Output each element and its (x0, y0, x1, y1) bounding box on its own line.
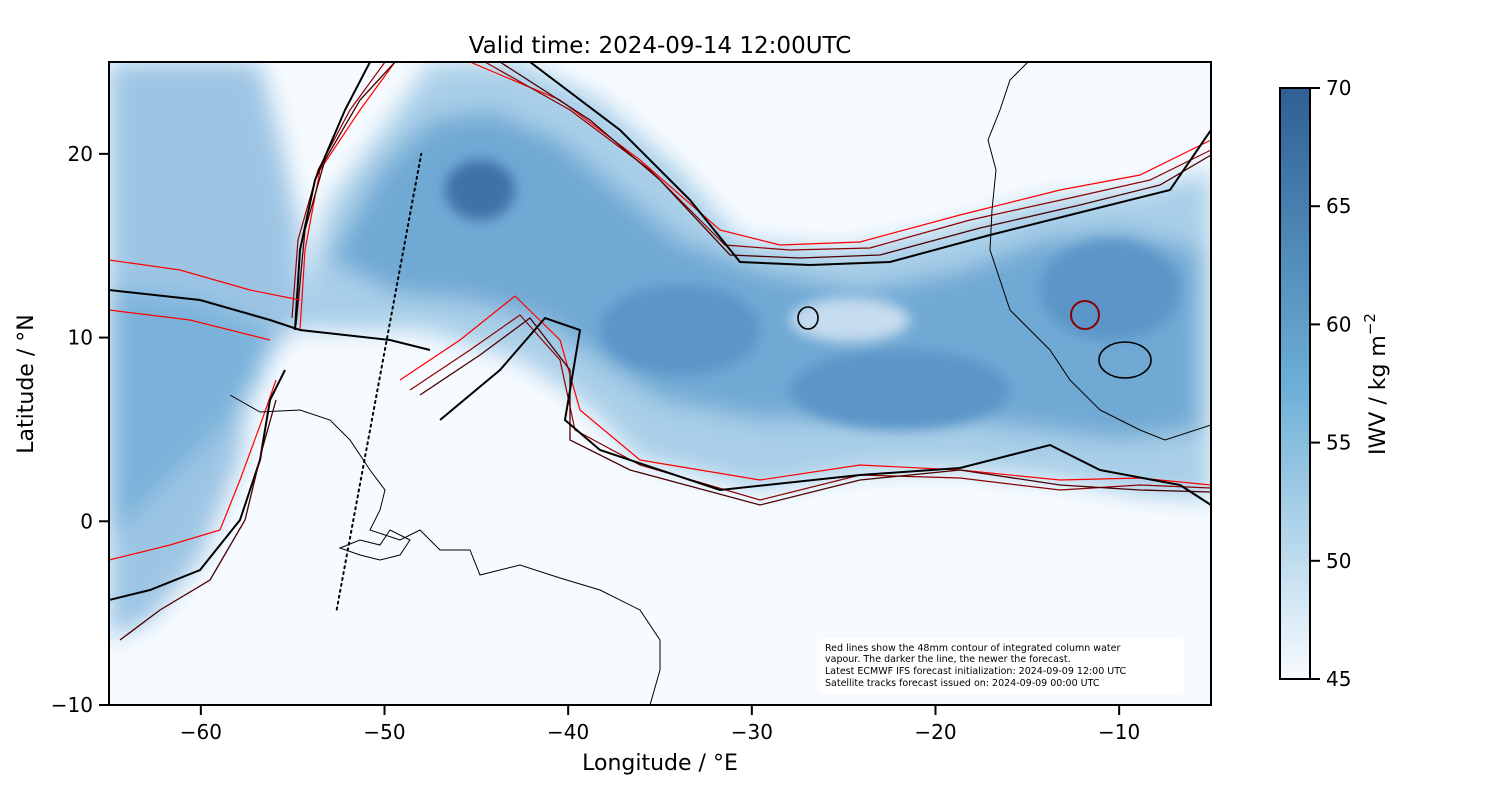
contour-west-black (109, 289, 431, 601)
contour-newest-north (294, 62, 1211, 331)
contour-cell-1 (1070, 300, 1100, 330)
contour-oldest-south (399, 295, 1211, 486)
plot-frame (108, 61, 1212, 706)
satellite-track-line (335, 152, 423, 611)
iwv-max-north (445, 160, 515, 220)
x-axis-ticks: −60 −50 −40 −30 −20 −10 (180, 705, 1140, 744)
forecast-contours (109, 62, 1211, 641)
iwv-max-far-east (1040, 240, 1180, 340)
colorbar-ticks: 45 50 55 60 65 70 (1310, 76, 1351, 691)
contour-newest-south (439, 316, 1211, 506)
contour-older-north (291, 62, 1211, 319)
contour-west-darkred (119, 399, 277, 641)
x-axis-label: Longitude / °E (582, 751, 738, 776)
contour-newer-south (419, 317, 1211, 506)
x-tick-label: −60 (180, 720, 222, 744)
y-tick-label: 10 (68, 326, 93, 350)
colorbar-label-exponent: −2 (1361, 313, 1379, 335)
colorbar-tick-label: 65 (1326, 194, 1351, 218)
coastline-brazil-islands (338, 529, 411, 561)
colorbar-label-main: IWV / kg m (1366, 335, 1391, 455)
colorbar-tick-label: 45 (1326, 667, 1351, 691)
legend-note-line-1: Red lines show the 48mm contour of integ… (825, 643, 1120, 654)
y-tick-label: 0 (80, 509, 93, 533)
legend-note-line-2: vapour. The darker the line, the newer t… (825, 654, 1071, 665)
y-tick-label: 20 (68, 142, 93, 166)
iwv-band-core (330, 110, 1200, 440)
x-tick-label: −50 (363, 720, 405, 744)
contour-cell-3 (797, 306, 819, 330)
y-tick-label: −10 (51, 693, 93, 717)
legend-note-line-3: Latest ECMWF IFS forecast initialization… (825, 666, 1126, 677)
y-axis-label: Latitude / °N (14, 314, 39, 453)
colorbar-bar (1279, 87, 1311, 680)
contour-west-red (109, 259, 301, 561)
moisture-field-layer (109, 62, 1211, 705)
iwv-max-east (790, 350, 1010, 430)
y-axis-ticks: −10 0 10 20 (51, 142, 109, 717)
colorbar-tick-label: 50 (1326, 549, 1351, 573)
coastlines (229, 62, 1211, 705)
contour-cell-2 (1098, 341, 1152, 379)
colorbar-tick-label: 55 (1326, 431, 1351, 455)
coastline-south-america (229, 394, 661, 705)
colorbar-tick-label: 60 (1326, 312, 1351, 336)
map-plot-area (108, 61, 1212, 706)
legend-note-box (820, 638, 1184, 694)
x-tick-label: −20 (914, 720, 956, 744)
forecast-legend-note: Red lines show the 48mm contour of integ… (820, 638, 1184, 694)
contour-newer-north (295, 62, 1211, 326)
iwv-maxima (445, 160, 1180, 430)
iwv-max-central (600, 285, 760, 375)
map-title: Valid time: 2024-09-14 12:00UTC (469, 33, 852, 59)
iwv-dry-slot (790, 298, 910, 342)
colorbar-label: IWV / kg m−2 (1361, 313, 1391, 455)
coastline-west-africa (987, 62, 1211, 441)
legend-note-line-4: Satellite tracks forecast issued on: 202… (825, 678, 1100, 689)
colorbar-tick-label: 70 (1326, 76, 1351, 100)
x-tick-label: −10 (1098, 720, 1140, 744)
x-tick-label: −30 (731, 720, 773, 744)
iwv-west-core (109, 290, 270, 530)
colorbar: 45 50 55 60 65 70 IWV / kg m−2 (1279, 76, 1391, 691)
x-tick-label: −40 (547, 720, 589, 744)
